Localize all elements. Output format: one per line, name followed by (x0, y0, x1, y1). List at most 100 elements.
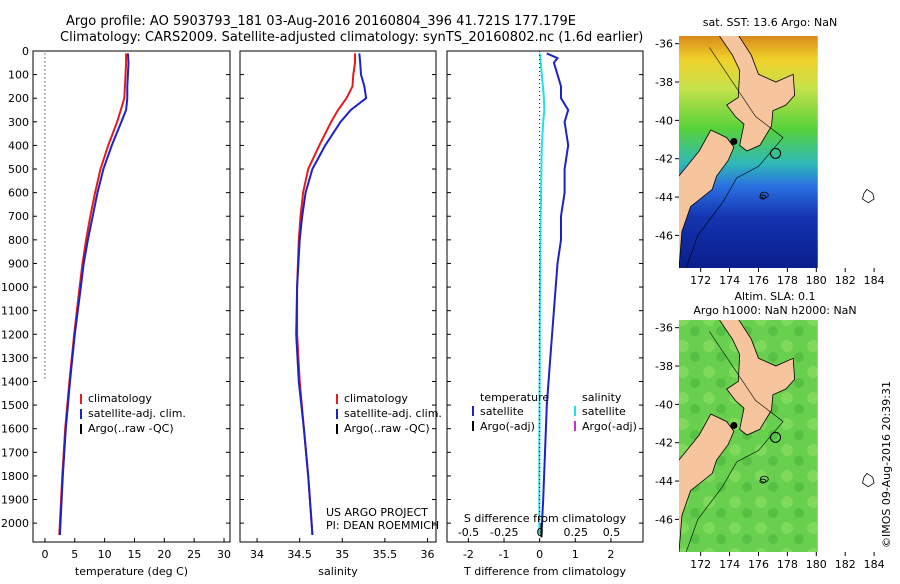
s-tick-label: 0 (536, 526, 543, 539)
lat-tick-label: -38 (655, 76, 673, 89)
legend-item: climatology (344, 392, 408, 405)
x-axis-label: temperature (deg C) (75, 565, 188, 578)
north-island-land (719, 320, 796, 436)
legend-item: satellite-adj. clim. (344, 407, 442, 420)
sst-map: 172 174 176 178 180 182 184 -36 -38 -40 -42 -44 -46 s… (655, 16, 885, 287)
sla-map: 172 174 176 178 180 182 184 -36 -38 -40 -42 -44 -46 A… (655, 290, 885, 571)
depth-tick-label: 100 (8, 69, 29, 82)
south-island-land (679, 413, 735, 552)
x-tick-label: 35.5 (373, 548, 398, 561)
depth-tick-label: 700 (8, 210, 29, 223)
depth-tick-label: 1600 (1, 423, 29, 436)
s-axis-label: S difference from climatology (464, 512, 627, 525)
x-tick-label: -1 (499, 548, 510, 561)
argo-cluster-marker (730, 421, 738, 429)
x-tick-label: 20 (157, 548, 171, 561)
depth-tick-label: 200 (8, 92, 29, 105)
legend-item: satellite (582, 405, 626, 418)
lon-tick-label: 180 (806, 274, 827, 287)
depth-contour (685, 47, 784, 268)
series-line-satellite-adj-clim- (58, 53, 130, 535)
title-line-2: Climatology: CARS2009. Satellite-adjuste… (60, 30, 643, 45)
lon-tick-label: 176 (748, 274, 769, 287)
depth-tick-label: 0 (22, 45, 29, 58)
plot-frame (32, 50, 231, 543)
depth-tick-label: 500 (8, 163, 29, 176)
lon-tick-label: 174 (719, 274, 740, 287)
plot-frame (446, 50, 644, 543)
lat-tick-label: -44 (655, 191, 673, 204)
lon-tick-label: 178 (777, 274, 798, 287)
legend-item: climatology (88, 392, 152, 405)
plot-frame (239, 50, 437, 543)
x-axis-label: salinity (318, 565, 358, 578)
lat-tick-label: -36 (655, 38, 673, 51)
s-tick-label: -0.25 (490, 526, 518, 539)
depth-tick-label: 1700 (1, 446, 29, 459)
legend-item: satellite-adj. clim. (88, 407, 186, 420)
copyright-stamp: ©IMOS 09-Aug-2016 20:39:31 (880, 381, 893, 548)
x-tick-label: -2 (463, 548, 474, 561)
island-contour (759, 191, 769, 199)
lon-tick-label: 182 (835, 274, 856, 287)
legend-item: Argo(-adj) (582, 420, 637, 433)
x-tick-label: 10 (98, 548, 112, 561)
depth-tick-label: 2000 (1, 517, 29, 530)
north-island-land (719, 36, 796, 152)
x-tick-label: 1 (572, 548, 579, 561)
depth-tick-label: 300 (8, 116, 29, 129)
depth-tick-label: 800 (8, 234, 29, 247)
series-line-s-satellite (538, 53, 546, 535)
x-axis-label: T difference from climatology (463, 565, 626, 578)
profile-panel-salinity: 34 34.5 35 35.5 36 salinity climatology satelli… (239, 50, 442, 578)
lon-tick-label: 178 (777, 558, 798, 571)
legend-item: Argo(-adj) (480, 420, 535, 433)
lat-tick-label: -42 (655, 153, 673, 166)
legend-item: Argo(..raw -QC) (88, 422, 174, 435)
depth-tick-label: 1200 (1, 328, 29, 341)
depth-tick-label: 1100 (1, 305, 29, 318)
depth-tick-label: 1900 (1, 494, 29, 507)
legend-salinity-header: salinity (582, 391, 622, 404)
chatham-outline (759, 194, 767, 200)
project-note: US ARGO PROJECT (326, 506, 428, 519)
x-tick-label: 34 (250, 548, 264, 561)
figure-header: Argo profile: AO 5903793_181 03-Aug-2016… (60, 14, 643, 45)
lon-tick-label: 184 (864, 558, 885, 571)
legend-item: Argo(..raw -QC) (344, 422, 430, 435)
float-position-marker (770, 431, 782, 443)
series-line-t-satellite (540, 52, 570, 535)
lat-tick-label: -46 (655, 229, 673, 242)
land-layer (679, 36, 796, 268)
lon-tick-label: 182 (835, 558, 856, 571)
x-tick-label: 0 (41, 548, 48, 561)
lat-tick-label: -44 (655, 475, 673, 488)
profile-panel-difference: -2 -1 0 1 2 T difference from climatology -0.5… (446, 50, 644, 578)
depth-tick-label: 400 (8, 139, 29, 152)
lon-tick-label: 174 (719, 558, 740, 571)
sla-map-title-1: Altim. SLA: 0.1 (734, 290, 815, 303)
pi-note: PI: DEAN ROEMMICH (326, 519, 439, 532)
land-layer (679, 320, 796, 552)
x-tick-label: 25 (187, 548, 201, 561)
lat-tick-label: -40 (655, 398, 673, 411)
s-tick-label: 0.25 (564, 526, 589, 539)
lon-tick-label: 180 (806, 558, 827, 571)
x-tick-label: 34.5 (287, 548, 312, 561)
s-tick-label: -0.5 (458, 526, 479, 539)
x-tick-label: 5 (71, 548, 78, 561)
float-position-marker (770, 147, 782, 159)
sla-map-title-2: Argo h1000: NaN h2000: NaN (693, 304, 856, 317)
depth-contour (685, 331, 784, 552)
lon-tick-label: 172 (690, 274, 711, 287)
lat-tick-label: -42 (655, 437, 673, 450)
s-tick-label: 0.5 (603, 526, 621, 539)
depth-tick-label: 900 (8, 257, 29, 270)
x-tick-label: 35 (335, 548, 349, 561)
series-line-satellite-adj-clim- (295, 53, 368, 535)
depth-tick-label: 1500 (1, 399, 29, 412)
south-island-land (679, 129, 735, 268)
series-line-climatology (58, 53, 128, 535)
x-tick-label: 30 (217, 548, 231, 561)
